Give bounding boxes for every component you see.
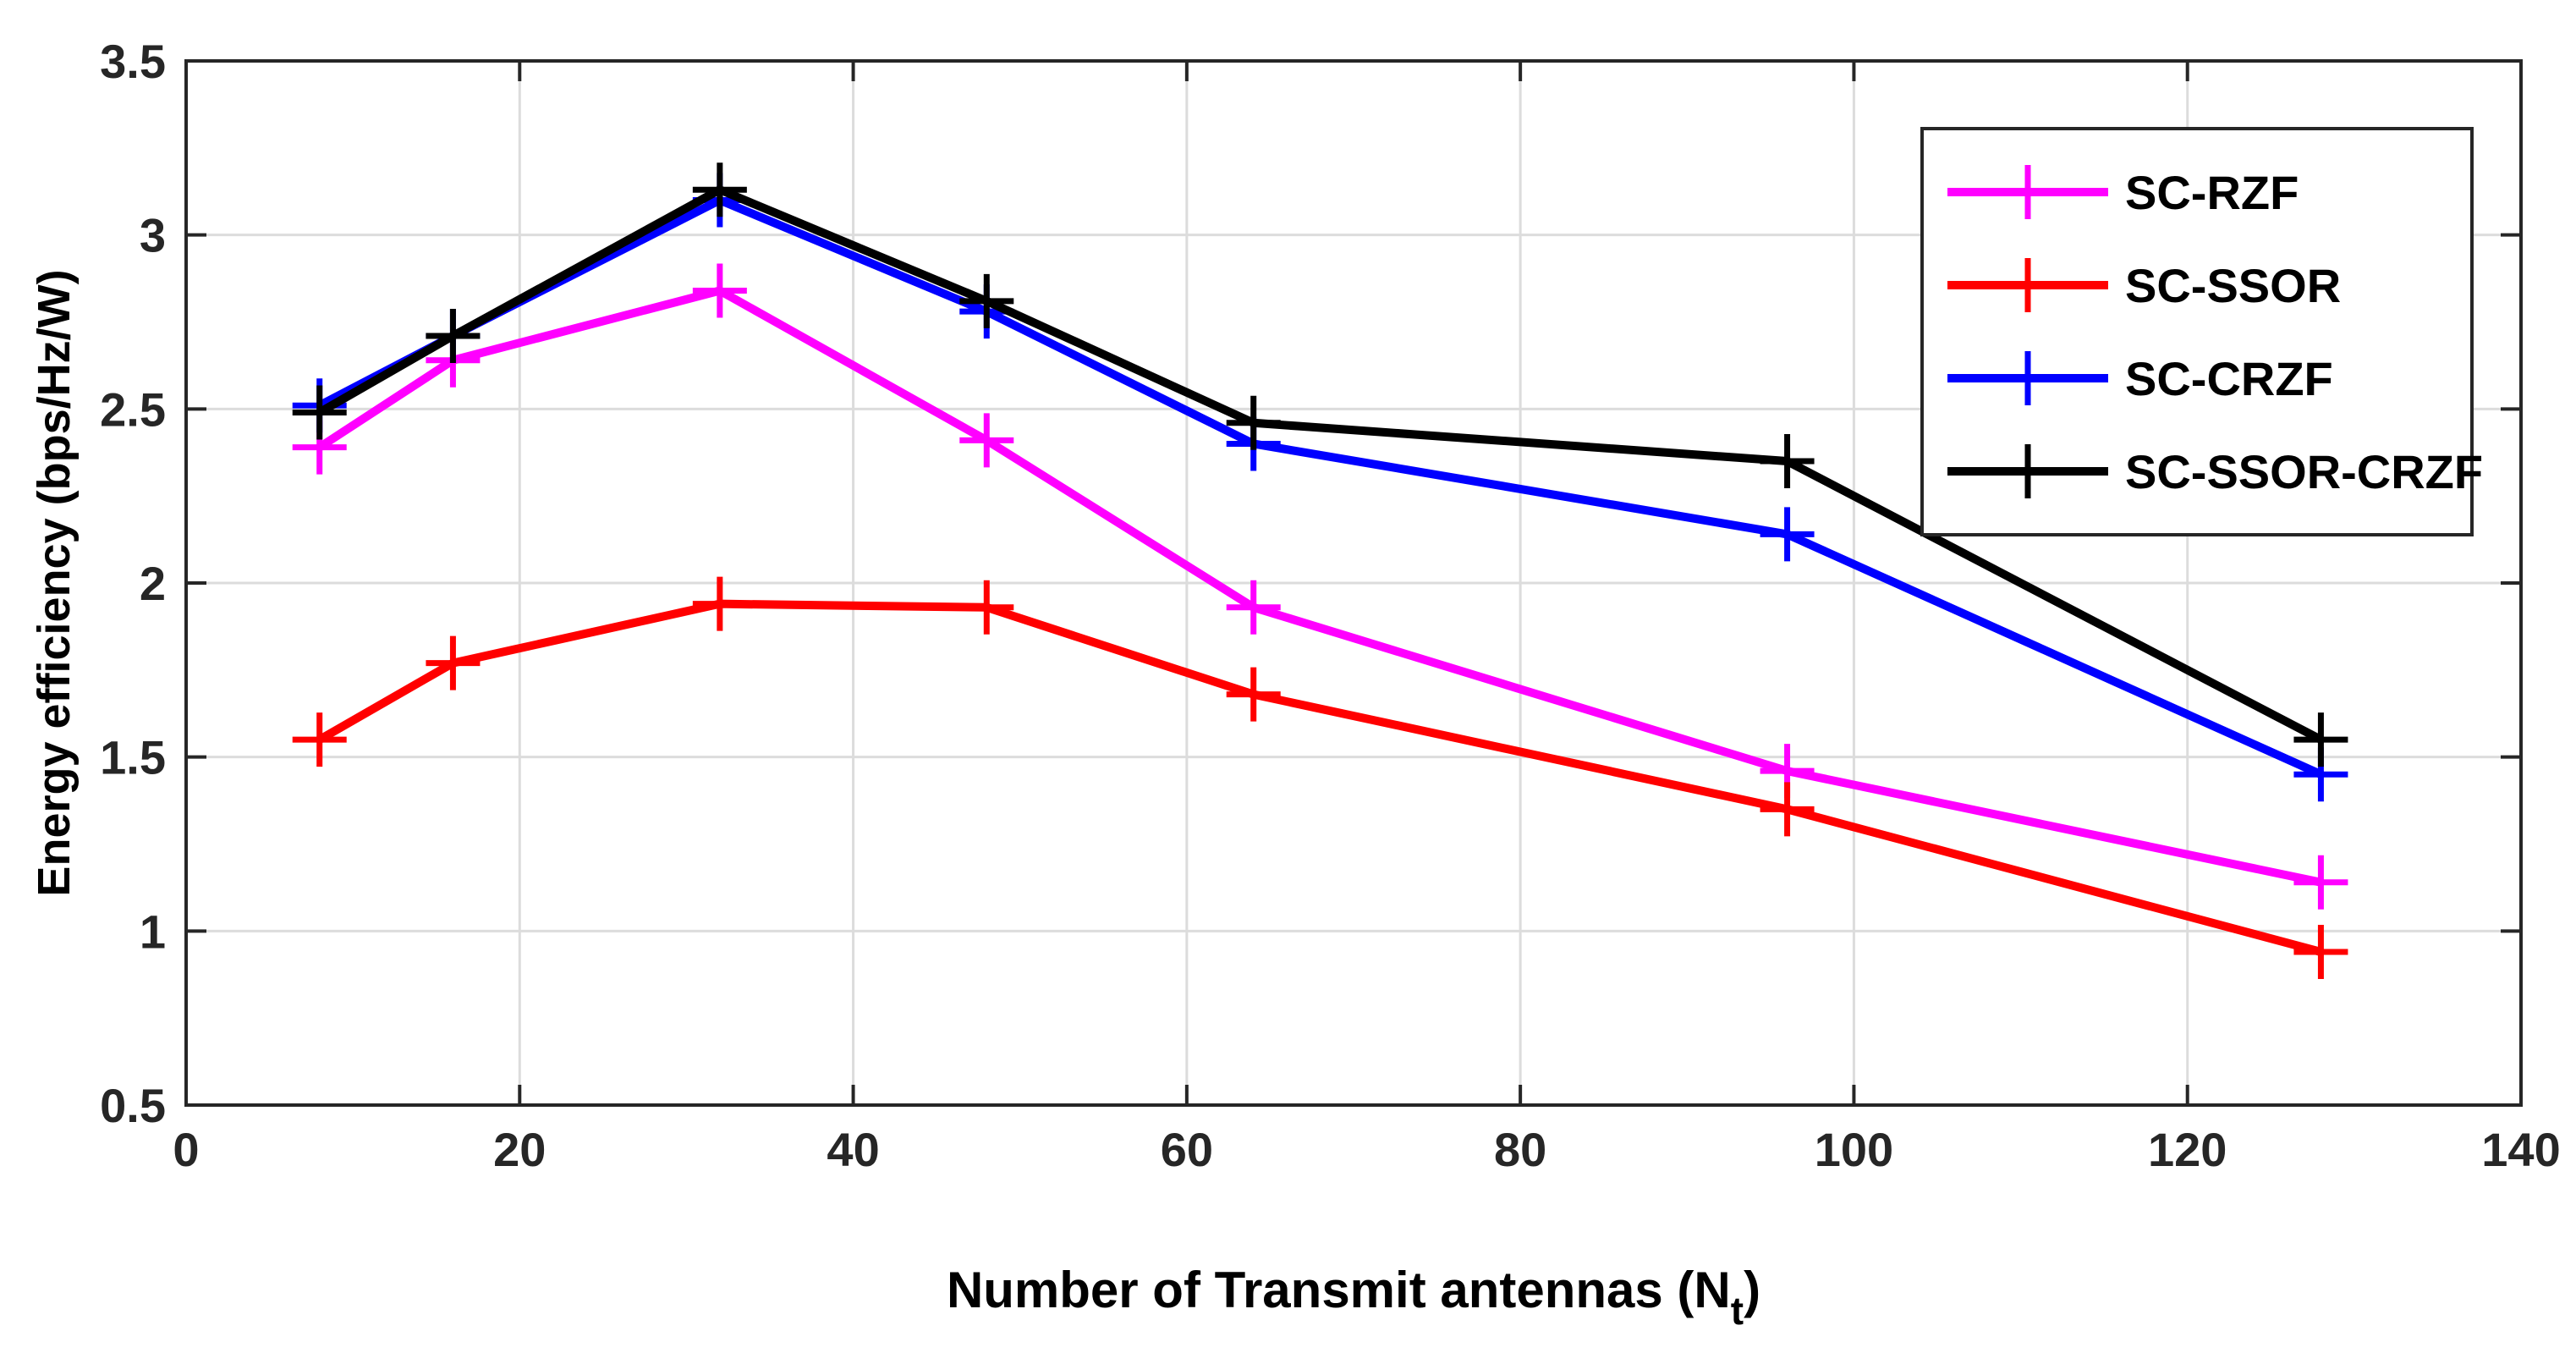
x-tick-label: 0 [173, 1123, 199, 1176]
data-point-sc-crzf [1760, 507, 1815, 562]
legend-marker-sc-crzf [2001, 351, 2055, 405]
data-point-sc-ssor [2293, 925, 2348, 980]
data-point-sc-ssor [1226, 667, 1281, 722]
data-point-sc-ssor-crzf [959, 273, 1014, 328]
y-tick-label: 3 [140, 209, 166, 262]
ticks: 0 20 40 60 80 100 120 140 0.5 1 1.5 2 2.5 3 3.5 [100, 35, 2561, 1176]
data-point-sc-rzf [1226, 580, 1281, 635]
data-point-sc-ssor-crzf [292, 385, 347, 440]
x-tick-label: 20 [493, 1123, 546, 1176]
legend-label-sc-ssor-crzf: SC-SSOR-CRZF [2125, 445, 2483, 498]
legend-marker-sc-ssor [2001, 258, 2055, 312]
y-tick-label: 0.5 [100, 1079, 166, 1132]
data-point-sc-ssor-crzf [692, 162, 747, 217]
data-point-sc-ssor-crzf [2293, 712, 2348, 767]
data-point-sc-ssor [959, 580, 1014, 635]
y-axis-title: Energy efficiency (bps/Hz/W) [29, 269, 80, 896]
series [292, 162, 2348, 980]
data-point-sc-ssor-crzf [426, 308, 481, 363]
x-tick-label: 40 [827, 1123, 879, 1176]
x-axis-title: Number of Transmit antennas (Nt) [947, 1262, 1760, 1333]
data-point-sc-rzf [959, 413, 1014, 468]
data-point-sc-ssor [692, 576, 747, 631]
data-point-sc-rzf [2293, 855, 2348, 910]
legend: SC-RZF SC-SSOR SC-CRZF SC-SSOR-CRZF [1920, 127, 2483, 536]
data-point-sc-rzf [692, 263, 747, 318]
x-axis-title-main: Number of Transmit antennas (N [947, 1262, 1731, 1318]
x-tick-label: 120 [2148, 1123, 2227, 1176]
legend-marker-sc-ssor-crzf [2001, 444, 2055, 498]
y-tick-label: 2 [140, 557, 166, 610]
x-tick-label: 140 [2481, 1123, 2560, 1176]
data-point-sc-ssor [1760, 782, 1815, 837]
y-tick-label: 1.5 [100, 731, 166, 784]
legend-label-sc-rzf: SC-RZF [2125, 166, 2299, 219]
series-sc-ssor-crzf [292, 162, 2348, 767]
data-point-sc-ssor [426, 635, 481, 690]
y-tick-label: 1 [140, 905, 166, 958]
legend-label-sc-crzf: SC-CRZF [2125, 352, 2333, 405]
y-tick-label: 3.5 [100, 35, 166, 88]
x-tick-label: 100 [1815, 1123, 1893, 1176]
series-sc-ssor [292, 576, 2348, 980]
legend-marker-sc-rzf [2001, 165, 2055, 219]
x-tick-label: 60 [1161, 1123, 1213, 1176]
x-axis-title-subscript: t [1731, 1289, 1744, 1333]
data-point-sc-ssor-crzf [1760, 434, 1815, 489]
x-tick-label: 80 [1494, 1123, 1546, 1176]
legend-label-sc-ssor: SC-SSOR [2125, 259, 2341, 312]
data-point-sc-ssor [292, 712, 347, 767]
x-axis-title-close: ) [1744, 1262, 1760, 1318]
data-point-sc-ssor-crzf [1226, 395, 1281, 450]
y-tick-label: 2.5 [100, 382, 166, 436]
